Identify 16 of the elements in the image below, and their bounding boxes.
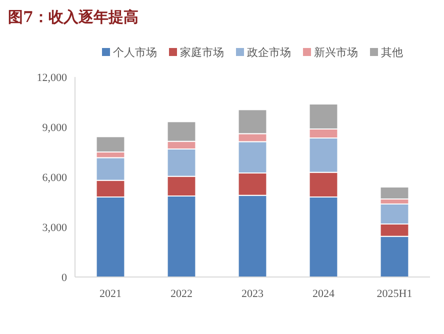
y-tick-label: 12,000: [36, 72, 68, 84]
x-tick-label: 2025H1: [376, 288, 412, 300]
x-tick-label: 2023: [242, 288, 264, 300]
x-tick-label: 2021: [100, 288, 122, 300]
legend-label: 家庭市场: [180, 46, 224, 59]
x-tick-label: 2022: [170, 288, 192, 300]
x-tick-label: 2024: [312, 288, 335, 300]
legend-label: 个人市场: [113, 46, 157, 59]
y-tick-label: 0: [62, 272, 68, 284]
legend-label: 政企市场: [247, 46, 291, 59]
y-tick-label: 6,000: [42, 172, 68, 184]
y-tick-label: 3,000: [42, 222, 68, 234]
legend-label: 其他: [381, 46, 403, 59]
legend-label: 新兴市场: [314, 46, 358, 59]
y-tick-label: 9,000: [42, 122, 68, 134]
title: 图7：收入逐年提高: [8, 8, 138, 26]
